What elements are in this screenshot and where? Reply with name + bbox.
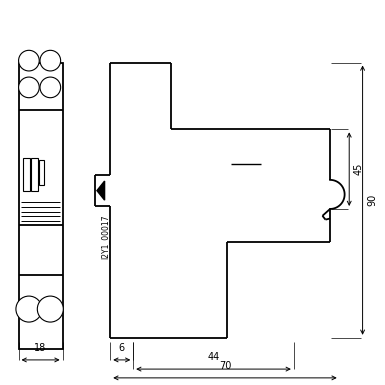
Circle shape (37, 296, 63, 322)
Text: 70: 70 (219, 361, 231, 371)
Circle shape (40, 50, 60, 71)
Circle shape (18, 77, 39, 98)
Circle shape (18, 50, 39, 71)
Bar (18, 62, 62, 349)
Polygon shape (97, 181, 105, 200)
Text: I2Y1_00017: I2Y1_00017 (100, 214, 109, 259)
Circle shape (40, 77, 60, 98)
Text: 44: 44 (208, 352, 220, 362)
Text: 45: 45 (354, 163, 364, 176)
Text: 18: 18 (34, 343, 47, 353)
Bar (39, 160, 44, 185)
Text: 6: 6 (119, 343, 125, 353)
Bar (23, 158, 30, 191)
Text: 90: 90 (367, 194, 377, 206)
Bar (31, 158, 38, 191)
Circle shape (16, 296, 42, 322)
